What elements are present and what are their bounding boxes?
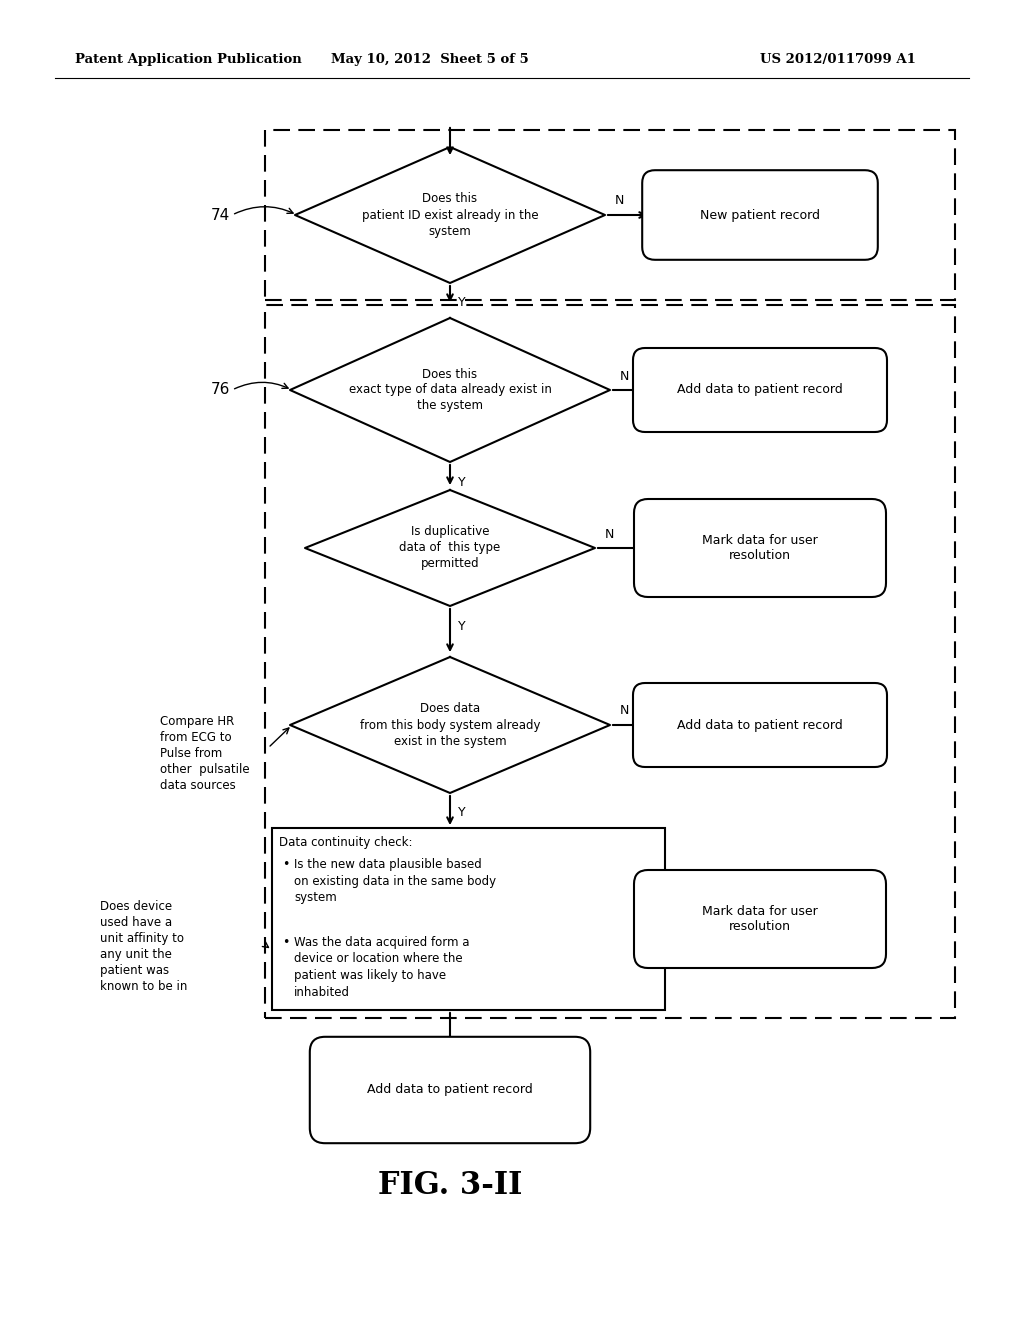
Text: Is the new data plausible based
on existing data in the same body
system: Is the new data plausible based on exist…	[294, 858, 496, 904]
Text: New patient record: New patient record	[700, 209, 820, 222]
Text: Is duplicative
data of  this type
permitted: Is duplicative data of this type permitt…	[399, 525, 501, 570]
FancyBboxPatch shape	[634, 870, 886, 968]
Text: Y: Y	[458, 297, 466, 309]
Text: N: N	[675, 899, 684, 912]
Text: Patent Application Publication: Patent Application Publication	[75, 54, 302, 66]
Text: •: •	[282, 858, 290, 871]
Text: Y: Y	[458, 619, 466, 632]
Text: Y: Y	[458, 807, 466, 820]
Text: 76: 76	[210, 383, 229, 397]
Text: Compare HR
from ECG to
Pulse from
other  pulsatile
data sources: Compare HR from ECG to Pulse from other …	[160, 715, 250, 792]
Text: Add data to patient record: Add data to patient record	[677, 718, 843, 731]
Text: Data continuity check:: Data continuity check:	[279, 836, 413, 849]
Text: Mark data for user
resolution: Mark data for user resolution	[702, 906, 818, 933]
Text: N: N	[620, 705, 630, 718]
FancyBboxPatch shape	[310, 1036, 590, 1143]
Text: May 10, 2012  Sheet 5 of 5: May 10, 2012 Sheet 5 of 5	[331, 54, 528, 66]
Text: N: N	[615, 194, 625, 207]
Text: N: N	[605, 528, 614, 540]
Text: N: N	[620, 370, 630, 383]
FancyBboxPatch shape	[633, 682, 887, 767]
Text: Does device
used have a
unit affinity to
any unit the
patient was
known to be in: Does device used have a unit affinity to…	[100, 900, 187, 993]
Text: Was the data acquired form a
device or location where the
patient was likely to : Was the data acquired form a device or l…	[294, 936, 469, 998]
FancyBboxPatch shape	[634, 499, 886, 597]
Text: Does data
from this body system already
exist in the system: Does data from this body system already …	[359, 702, 541, 747]
Text: Add data to patient record: Add data to patient record	[368, 1084, 532, 1097]
Bar	[265, 129, 955, 300]
Text: Does this
exact type of data already exist in
the system: Does this exact type of data already exi…	[348, 367, 552, 412]
Bar	[272, 828, 665, 1010]
Text: FIG. 3-II: FIG. 3-II	[378, 1170, 522, 1200]
Text: Add data to patient record: Add data to patient record	[677, 384, 843, 396]
Text: 74: 74	[210, 207, 229, 223]
Text: US 2012/0117099 A1: US 2012/0117099 A1	[760, 54, 915, 66]
Text: Mark data for user
resolution: Mark data for user resolution	[702, 535, 818, 562]
Bar	[265, 305, 955, 1018]
FancyBboxPatch shape	[642, 170, 878, 260]
Text: Does this
patient ID exist already in the
system: Does this patient ID exist already in th…	[361, 193, 539, 238]
Text: •: •	[282, 936, 290, 949]
Text: Y: Y	[458, 475, 466, 488]
FancyBboxPatch shape	[633, 348, 887, 432]
